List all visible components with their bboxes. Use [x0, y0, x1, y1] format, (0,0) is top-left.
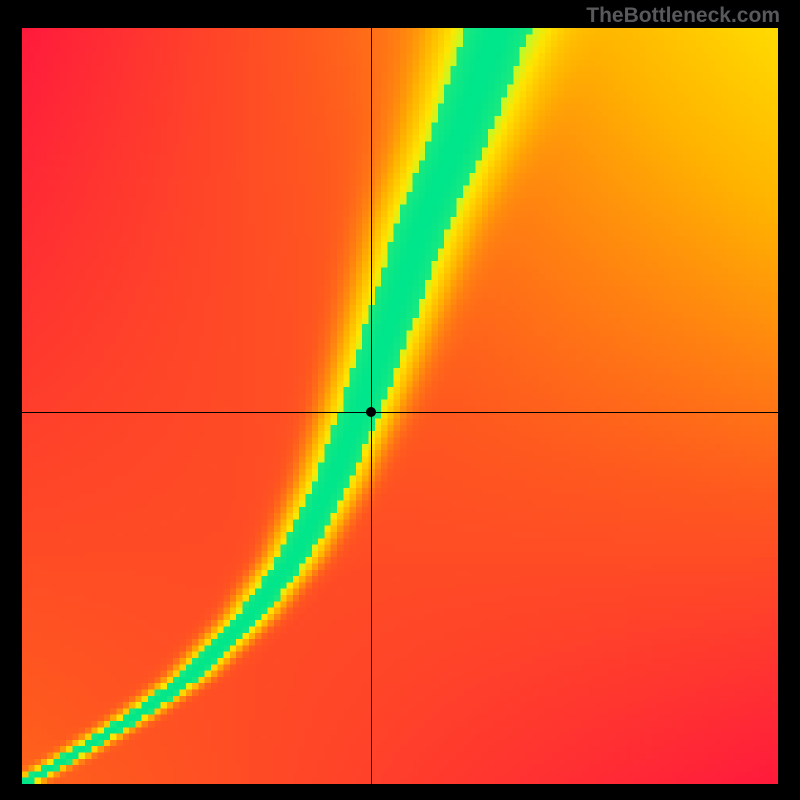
heatmap-canvas [22, 28, 778, 784]
plot-area [22, 28, 778, 784]
watermark-text: TheBottleneck.com [586, 4, 780, 28]
crosshair-horizontal [22, 412, 778, 413]
marker-dot [366, 407, 376, 417]
crosshair-vertical [371, 28, 372, 784]
